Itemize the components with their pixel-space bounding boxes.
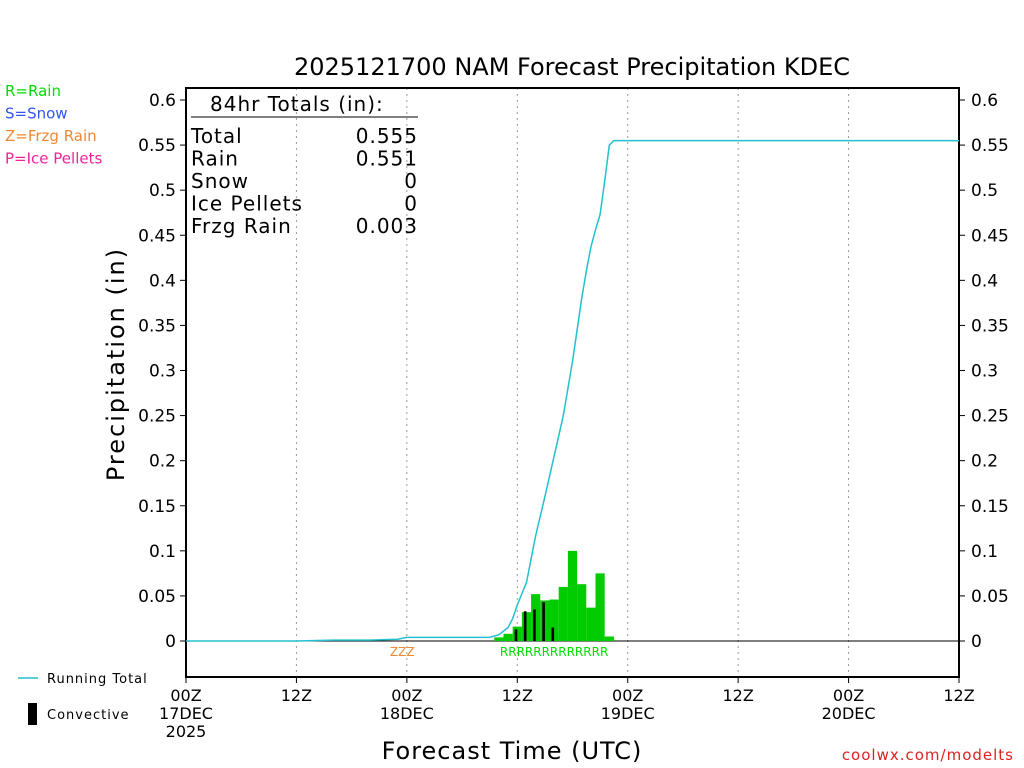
ptype-marker: ZZZ <box>390 645 415 659</box>
precip-bar <box>595 573 605 641</box>
totals-header: 84hr Totals (in): <box>210 92 384 116</box>
y-tick-label: 0.15 <box>138 497 176 517</box>
series-legend: Running Total Convective <box>18 672 148 725</box>
convective-legend-swatch <box>28 703 37 725</box>
y-tick-label: 0.35 <box>971 316 1009 336</box>
y-tick-label: 0.05 <box>138 587 176 607</box>
x-tick-label: 18DEC <box>380 704 434 723</box>
y-tick-label: 0.6 <box>971 91 998 111</box>
totals-label: Ice Pellets <box>191 192 303 216</box>
ptype-legend-item: P=Ice Pellets <box>5 150 102 168</box>
y-tick-label: 0.45 <box>138 226 176 246</box>
precip-type-legend: R=Rain S=Snow Z=Frzg Rain P=Ice Pellets <box>5 82 102 168</box>
totals-label: Rain <box>191 147 239 171</box>
x-tick-label: 12Z <box>722 686 753 705</box>
totals-box: 84hr Totals (in): Total 0.555 Rain 0.551 Snow… <box>190 92 418 238</box>
precip-bar <box>586 607 596 641</box>
y-tick-label: 0.1 <box>971 542 998 562</box>
x-tick-label: 19DEC <box>601 704 655 723</box>
precip-bar <box>503 633 513 641</box>
x-tick-label: 20DEC <box>822 704 876 723</box>
x-tick-label: 00Z <box>391 686 422 705</box>
series-legend-label: Convective <box>47 708 130 723</box>
y-tick-label: 0 <box>165 632 176 652</box>
chart-title: 2025121700 NAM Forecast Precipitation KD… <box>294 53 850 81</box>
y-axis-right: 0 0.05 0.1 0.15 0.2 0.25 0.3 0.35 0.4 0.45 0.5 0.55… <box>959 91 1009 652</box>
running-total-line <box>186 139 959 642</box>
y-tick-label: 0.45 <box>971 226 1009 246</box>
totals-value: 0 <box>404 169 418 193</box>
precip-bar <box>604 636 614 641</box>
y-tick-label: 0.5 <box>971 181 998 201</box>
y-tick-label: 0.3 <box>149 362 176 382</box>
totals-label: Total <box>190 124 243 148</box>
totals-label: Frzg Rain <box>191 214 292 238</box>
x-axis-label: Forecast Time (UTC) <box>382 737 643 765</box>
x-tick-label: 00Z <box>612 686 643 705</box>
y-tick-label: 0.3 <box>971 362 998 382</box>
precip-bar <box>567 550 578 641</box>
ptype-legend-item: Z=Frzg Rain <box>5 127 97 145</box>
x-tick-label: 17DEC <box>159 704 213 723</box>
x-tick-label: 00Z <box>170 686 201 705</box>
y-tick-label: 0.35 <box>138 316 176 336</box>
precip-bar <box>549 599 559 641</box>
precip-bar <box>577 584 587 641</box>
vertical-gridlines <box>295 88 850 677</box>
y-tick-label: 0.4 <box>149 271 176 291</box>
source-credit: coolwx.com/modelts <box>842 746 1014 764</box>
convective-bar <box>551 627 555 641</box>
convective-bar <box>523 611 527 641</box>
y-tick-label: 0.4 <box>971 271 998 291</box>
y-tick-label: 0.25 <box>971 407 1009 427</box>
totals-label: Snow <box>191 169 249 193</box>
y-tick-label: 0.6 <box>149 91 176 111</box>
y-tick-label: 0.05 <box>971 587 1009 607</box>
y-tick-label: 0 <box>971 632 982 652</box>
y-tick-label: 0.55 <box>138 136 176 156</box>
convective-bar <box>542 602 545 641</box>
y-axis-left: 0 0.05 0.1 0.15 0.2 0.25 0.3 0.35 0.4 0.45 0.5 0.55… <box>138 91 186 652</box>
y-tick-label: 0.2 <box>971 452 998 472</box>
ptype-legend-item: S=Snow <box>5 105 68 123</box>
convective-bar <box>533 609 536 641</box>
y-tick-label: 0.1 <box>149 542 176 562</box>
plot-frame <box>185 87 960 678</box>
y-tick-label: 0.25 <box>138 407 176 427</box>
y-tick-label: 0.15 <box>971 497 1009 517</box>
totals-value: 0 <box>404 192 418 216</box>
x-tick-label: 12Z <box>502 686 533 705</box>
y-axis-label: Precipitation (in) <box>102 247 130 481</box>
y-tick-label: 0.2 <box>149 452 176 472</box>
precip-bar <box>558 586 568 641</box>
precip-type-markers: ZZZ RRRRRRRRRRRRR <box>390 645 608 659</box>
x-tick-label: 00Z <box>833 686 864 705</box>
convective-bar <box>514 629 518 641</box>
x-tick-label: 2025 <box>166 722 207 741</box>
y-tick-label: 0.55 <box>971 136 1009 156</box>
x-tick-label: 12Z <box>281 686 312 705</box>
totals-value: 0.555 <box>356 124 418 148</box>
ptype-marker: RRRRRRRRRRRRR <box>500 645 608 659</box>
ptype-legend-item: R=Rain <box>5 82 61 100</box>
totals-value: 0.551 <box>356 147 418 171</box>
precip-bar <box>494 637 504 641</box>
series-legend-label: Running Total <box>47 672 148 687</box>
x-tick-label: 12Z <box>943 686 974 705</box>
convective-bars <box>514 602 555 641</box>
totals-value: 0.003 <box>356 214 418 238</box>
y-tick-label: 0.5 <box>149 181 176 201</box>
